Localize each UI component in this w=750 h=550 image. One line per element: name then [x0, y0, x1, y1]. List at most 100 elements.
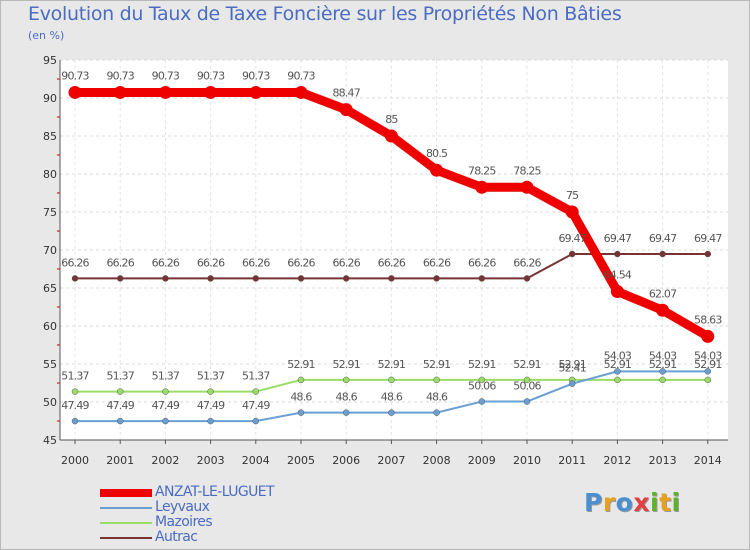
- data-point: [116, 417, 124, 425]
- data-label: 66.26: [242, 256, 270, 269]
- y-axis-unit-label: (en %): [28, 29, 65, 42]
- data-label: 54.03: [649, 349, 677, 362]
- x-tick-label: 2008: [423, 454, 451, 467]
- axes-layer: 45 50 55 60 65 70 75 80 85 90 95 2000 2001 2002 2003 20…: [43, 54, 728, 467]
- data-label: 66.26: [423, 256, 451, 269]
- data-label: 51.37: [197, 370, 225, 383]
- plot-area: [60, 60, 728, 440]
- data-label: 66.26: [468, 256, 496, 269]
- x-tick-label: 2001: [106, 454, 134, 467]
- x-tick-label: 2002: [151, 454, 179, 467]
- data-point: [71, 275, 79, 282]
- data-point: [116, 275, 124, 282]
- y-tick-label: 65: [43, 282, 57, 295]
- data-label: 66.26: [378, 256, 406, 269]
- data-label: 47.49: [61, 399, 89, 412]
- y-tick-label: 45: [43, 434, 57, 447]
- data-point: [614, 376, 621, 384]
- data-point: [433, 376, 440, 384]
- data-point: [71, 417, 79, 425]
- data-label: 51.37: [106, 370, 134, 383]
- data-label: 66.26: [152, 256, 180, 269]
- x-tick-label: 2014: [694, 454, 722, 467]
- data-label: 90.73: [197, 69, 225, 82]
- data-point: [433, 275, 440, 282]
- proxiti-logo: Proxiti: [584, 488, 681, 517]
- data-label: 51.37: [152, 370, 180, 383]
- data-point: [659, 250, 666, 258]
- data-point: [433, 409, 440, 416]
- y-tick-label: 60: [43, 320, 57, 333]
- y-tick-label: 50: [43, 396, 57, 409]
- data-point: [342, 275, 350, 282]
- data-point: [614, 368, 621, 375]
- data-label: 69.47: [649, 232, 677, 245]
- data-label: 52.91: [649, 358, 677, 371]
- data-label: 90.73: [61, 69, 89, 82]
- data-label: 51.37: [61, 370, 89, 383]
- data-label: 80.5: [426, 147, 448, 160]
- data-point: [388, 409, 395, 416]
- x-tick-label: 2011: [558, 454, 586, 467]
- series-layer: [68, 85, 715, 425]
- data-point: [162, 275, 169, 282]
- logo-letter: t: [659, 488, 672, 517]
- data-label: 52.91: [468, 358, 496, 371]
- data-point: [475, 180, 489, 194]
- data-point: [704, 250, 712, 258]
- data-label: 48.6: [381, 391, 403, 404]
- data-point: [207, 275, 214, 282]
- data-label: 52.91: [694, 358, 722, 371]
- data-label: 48.6: [426, 391, 448, 404]
- x-tick-label: 2007: [377, 454, 405, 467]
- data-label: 52.91: [287, 358, 315, 371]
- data-point: [252, 388, 260, 395]
- data-label: 69.47: [694, 232, 722, 245]
- data-point: [71, 388, 79, 395]
- data-label: 52.91: [604, 358, 632, 371]
- data-label: 48.6: [336, 391, 358, 404]
- legend-label: ANZAT-LE-LUGUET: [155, 484, 275, 500]
- logo-letter: i: [671, 488, 681, 517]
- y-tick-label: 95: [43, 54, 57, 67]
- x-tick-label: 2013: [649, 454, 677, 467]
- data-point: [204, 85, 218, 99]
- data-label: 66.26: [332, 256, 360, 269]
- logo-letter: r: [602, 488, 616, 517]
- data-point: [294, 85, 308, 99]
- data-point: [659, 368, 666, 375]
- data-point: [113, 85, 127, 99]
- data-label: 50.06: [468, 380, 496, 393]
- data-label: 88.47: [332, 87, 360, 100]
- data-point: [614, 250, 621, 258]
- data-point: [610, 284, 624, 298]
- x-tick-label: 2005: [287, 454, 315, 467]
- x-tick-label: 2003: [197, 454, 225, 467]
- data-point: [478, 398, 486, 405]
- legend-swatch: [100, 522, 152, 524]
- y-tick-label: 55: [43, 358, 57, 371]
- legend-swatch: [100, 507, 152, 509]
- data-label: 54.03: [604, 349, 632, 362]
- data-label: 52.91: [378, 358, 406, 371]
- data-label: 62.07: [649, 287, 677, 300]
- data-label: 52.91: [332, 358, 360, 371]
- data-label: 47.49: [106, 399, 134, 412]
- data-point: [388, 376, 395, 384]
- data-label: 66.26: [197, 256, 225, 269]
- legend-label: Mazoires: [155, 514, 213, 530]
- data-label: 47.49: [242, 399, 270, 412]
- data-point: [430, 163, 444, 177]
- y-tick-label: 90: [43, 92, 57, 105]
- data-label: 78.25: [468, 164, 496, 177]
- legend-label: Autrac: [155, 529, 198, 545]
- data-label: 52.91: [558, 358, 586, 371]
- y-tick-label: 80: [43, 168, 57, 181]
- data-label: 66.26: [287, 256, 315, 269]
- data-point: [659, 376, 666, 384]
- legend-label: Leyvaux: [155, 499, 210, 515]
- data-label: 47.49: [197, 399, 225, 412]
- data-point: [523, 275, 531, 282]
- data-point: [568, 380, 576, 387]
- data-label: 75: [566, 189, 579, 202]
